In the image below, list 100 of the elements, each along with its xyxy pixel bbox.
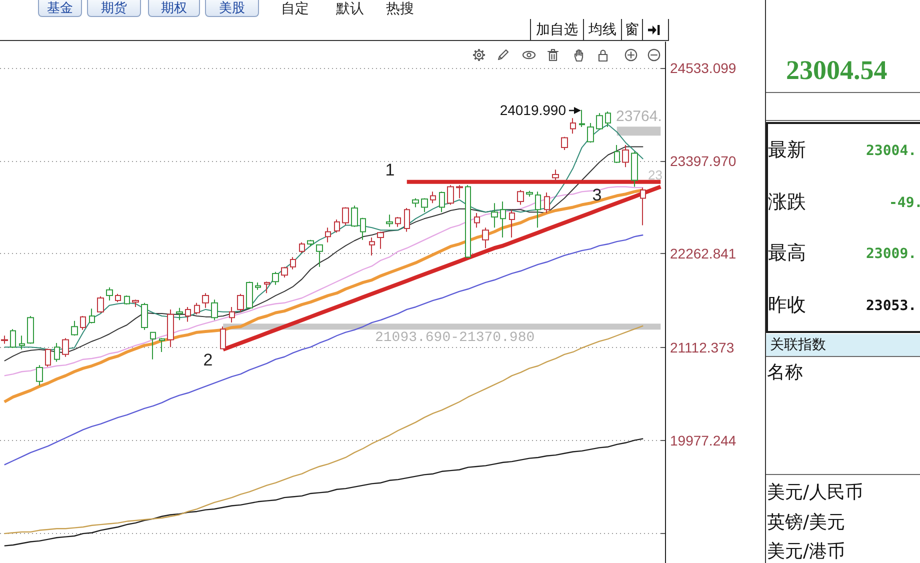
annotation: 1 <box>385 160 395 180</box>
candlestick <box>27 315 34 344</box>
candlestick <box>54 342 60 362</box>
y-tick-label: 23397.970 <box>670 152 736 169</box>
text: 23004. <box>866 143 917 159</box>
candlestick <box>351 205 358 228</box>
candlestick <box>150 332 156 360</box>
candlestick <box>194 302 200 315</box>
candlestick <box>255 282 261 290</box>
line-series <box>4 438 644 546</box>
candlestick <box>19 335 25 350</box>
candlestick <box>264 281 270 294</box>
candlestick <box>202 292 209 308</box>
text: 最高 <box>768 242 806 264</box>
button: 加自选 <box>530 19 583 40</box>
tab: 美股 <box>205 0 259 17</box>
text: 自定 <box>281 1 309 17</box>
candlestick <box>640 187 646 226</box>
text: 23053. <box>866 298 917 314</box>
candlestick <box>447 184 454 206</box>
text: 23004.54 <box>786 55 888 85</box>
candlestick <box>132 299 139 308</box>
candlestick <box>229 306 235 324</box>
candlestick <box>500 200 506 238</box>
candlestick <box>36 364 43 386</box>
annotation: 21093.690-21370.980 <box>375 330 535 346</box>
candlestick <box>307 239 314 247</box>
candlestick <box>404 208 410 232</box>
text: 昨收 <box>768 294 806 316</box>
annotation: 23 <box>648 168 662 182</box>
line-series <box>4 234 644 466</box>
y-tick-label: 19977.244 <box>670 432 736 449</box>
text: 名称 <box>767 362 803 383</box>
candlestick <box>526 190 533 198</box>
candlestick <box>220 326 226 350</box>
annotation: 2 <box>203 350 213 370</box>
candlestick <box>106 286 113 301</box>
candlestick <box>561 136 568 150</box>
candlestick <box>159 338 165 352</box>
candlestick <box>124 295 130 306</box>
candlestick <box>517 190 524 206</box>
candlestick <box>421 198 428 213</box>
text: 默认 <box>336 1 364 17</box>
candlestick <box>579 109 585 128</box>
candlestick <box>552 169 559 182</box>
text: 美元/港币 <box>767 541 846 562</box>
candlestick <box>596 112 603 130</box>
candlestick <box>465 184 471 258</box>
candlestick <box>395 216 401 228</box>
candlestick <box>377 231 384 250</box>
y-tick-label: 21112.373 <box>670 340 734 356</box>
candlestick <box>176 307 183 321</box>
candlestick <box>491 202 498 228</box>
text: 关联指数 <box>770 337 826 353</box>
tab: 基金 <box>38 0 82 17</box>
candlestick <box>115 293 121 303</box>
candlestick <box>299 242 305 254</box>
text: 涨跌 <box>768 191 806 213</box>
candlestick <box>342 206 349 226</box>
candlestick <box>316 244 323 268</box>
candlestick <box>412 198 419 208</box>
candlestick <box>570 118 576 134</box>
text: 23009. <box>866 246 917 262</box>
candlestick <box>272 271 279 286</box>
tab: 期权 <box>148 0 200 17</box>
candlestick <box>386 214 393 228</box>
text: 最新 <box>768 139 806 161</box>
candlestick <box>62 338 69 358</box>
annotation: 23764. <box>616 108 662 125</box>
line-series <box>4 325 644 534</box>
candlestick <box>430 191 436 204</box>
candlestick <box>544 192 550 214</box>
candlestick <box>97 296 104 314</box>
text: 英镑/美元 <box>767 512 846 533</box>
candlestick <box>290 256 296 270</box>
candlestick <box>631 151 638 188</box>
candlestick <box>360 217 366 240</box>
annotation: 3 <box>592 186 602 204</box>
button: 均线 <box>583 19 621 40</box>
button: 窗 <box>621 19 642 40</box>
candlestick <box>509 209 515 238</box>
candlestick <box>369 236 375 256</box>
candlestick <box>246 281 253 310</box>
candlestick <box>167 308 174 348</box>
text: -49. <box>889 195 920 211</box>
candlestick <box>334 218 340 234</box>
candlestick <box>439 191 445 213</box>
candlestick <box>211 299 218 321</box>
candlestick <box>614 144 620 164</box>
candlestick <box>141 302 148 330</box>
candlestick <box>535 191 541 228</box>
candlestick <box>89 308 95 324</box>
text: 热搜 <box>386 1 414 17</box>
tab: 期货 <box>87 0 141 17</box>
candlestick <box>185 306 191 322</box>
y-tick-label: 22262.841 <box>670 246 736 262</box>
candlestick <box>325 227 331 243</box>
candlestick <box>10 328 16 348</box>
candlestick <box>605 111 611 128</box>
annotation: 24019.990 <box>500 102 566 118</box>
